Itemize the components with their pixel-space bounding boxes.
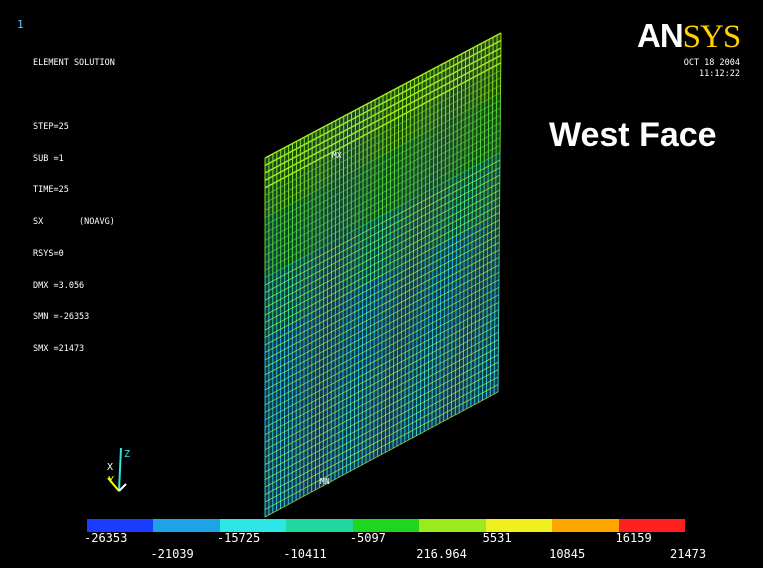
legend-color-band — [618, 519, 685, 532]
mesh-row-line — [264, 369, 499, 495]
mesh-row-line — [264, 189, 500, 316]
mesh-row-line — [264, 137, 501, 264]
legend-value-label: 21473 — [670, 547, 707, 561]
info-line: STEP=25 — [33, 121, 69, 132]
mesh-row-line — [264, 227, 500, 353]
mesh-row-line — [264, 354, 499, 480]
mesh-row-line — [264, 324, 499, 451]
mesh-row-line — [264, 309, 499, 436]
min-marker-label: MN — [320, 477, 330, 486]
info-line: SX (NOAVG) — [33, 217, 115, 228]
mesh-row-line — [264, 234, 500, 361]
info-line: SMN =-26353 — [33, 312, 90, 323]
legend-color-band — [87, 519, 154, 532]
contour-legend-bar — [86, 518, 686, 533]
mesh-row-line — [264, 92, 501, 219]
timestamp: OCT 18 2004 11:12:22 — [640, 58, 740, 79]
mesh-row-line — [264, 85, 501, 211]
coordinate-triad: Z X Y — [107, 447, 130, 492]
legend-color-band — [552, 519, 619, 532]
mesh-row-line — [264, 271, 500, 398]
mesh-row-line — [264, 144, 501, 271]
mesh-row-line — [264, 339, 499, 465]
legend-value-label: 10845 — [549, 547, 586, 561]
legend-value-label: -5097 — [349, 531, 386, 545]
mesh-row-line — [264, 316, 499, 443]
legend-color-band — [153, 519, 220, 532]
mesh-row-line — [264, 286, 500, 413]
info-line: DMX =3.056 — [33, 280, 85, 291]
mesh-row-line — [264, 212, 500, 338]
mesh-row-line — [264, 152, 501, 279]
legend-value-label: -26353 — [84, 531, 128, 545]
mesh-row-line — [264, 129, 501, 256]
mesh-row-line — [264, 174, 500, 301]
max-marker-label: MX — [332, 151, 342, 160]
mesh-row-line — [264, 62, 502, 189]
mesh-row-line — [264, 279, 500, 406]
info-line: SMX =21473 — [33, 344, 85, 355]
mesh-row-line — [264, 204, 500, 331]
mesh-row-line — [264, 242, 500, 368]
info-line: ELEMENT SOLUTION — [33, 58, 115, 69]
info-line: TIME=25 — [33, 185, 69, 196]
triad-y-label: Y — [108, 475, 114, 486]
mesh-row-line — [264, 39, 502, 167]
info-line: SUB =1 — [33, 153, 64, 164]
mesh-row-line — [264, 114, 501, 241]
mesh-row-line — [264, 77, 501, 204]
mesh-row-line — [264, 70, 501, 196]
mesh-row-line — [264, 384, 499, 510]
mesh-row-line — [264, 219, 500, 346]
mesh-row-line — [264, 182, 500, 308]
mesh-row-line — [264, 376, 499, 503]
mesh-row-line — [264, 122, 501, 249]
mesh-row-line — [264, 54, 502, 182]
mesh-row-line — [264, 99, 501, 226]
mesh-row-line — [264, 197, 500, 323]
legend-value-label: -21039 — [150, 547, 194, 561]
legend-color-band — [286, 519, 353, 532]
mesh-row-line — [264, 167, 501, 293]
legend-value-label: 16159 — [615, 531, 652, 545]
window-number: 1 — [17, 18, 24, 31]
mesh-row-line — [264, 249, 500, 376]
legend-color-band — [485, 519, 553, 532]
mesh-row-line — [264, 47, 502, 174]
mesh-row-line — [264, 257, 500, 383]
legend-value-label: 216.964 — [416, 547, 467, 561]
mesh-row-line — [264, 391, 499, 518]
mesh-row-line — [264, 159, 501, 286]
triad-x-axis — [107, 477, 120, 492]
mesh-row-line — [264, 331, 499, 458]
ansys-logo: ANSYS — [637, 17, 751, 55]
legend-value-label: -15725 — [216, 531, 261, 545]
legend-color-band — [219, 519, 287, 532]
legend-color-band — [352, 519, 420, 532]
mesh-row-line — [264, 107, 501, 234]
mesh-row-line — [264, 294, 499, 421]
info-line: RSYS=0 — [33, 248, 64, 259]
legend-value-label: -10411 — [283, 547, 327, 561]
time-text: 11:12:22 — [699, 68, 740, 79]
legend-value-label: 5531 — [482, 531, 512, 545]
logo-part-an: AN — [637, 17, 684, 54]
mesh-row-line — [264, 264, 500, 391]
triad-y-axis — [118, 483, 127, 492]
mesh-row-line — [264, 346, 499, 473]
triad-z-label: Z — [124, 449, 130, 460]
mesh-row-line — [264, 32, 502, 159]
west-face-label: West Face — [549, 116, 717, 154]
mesh-row-line — [264, 361, 499, 488]
date-text: OCT 18 2004 — [683, 58, 740, 68]
solution-info-block: ELEMENT SOLUTION STEP=25 SUB =1 TIME=25 … — [33, 37, 115, 376]
triad-z-axis — [118, 447, 122, 492]
triad-x-label: X — [107, 462, 113, 473]
mesh-row-line — [264, 301, 499, 428]
legend-color-band — [419, 519, 486, 532]
logo-part-sys: SYS — [682, 19, 742, 55]
